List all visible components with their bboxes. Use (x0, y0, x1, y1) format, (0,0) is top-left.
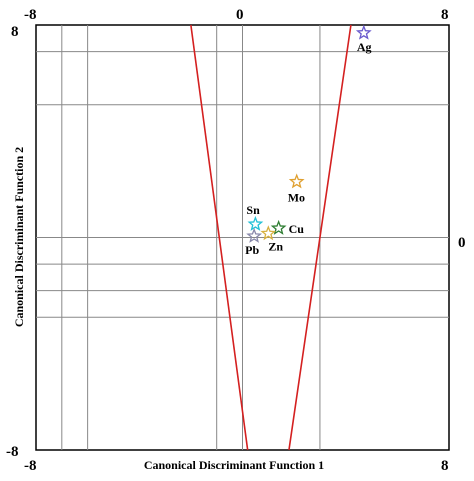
x-tick-bottom-1: -8 (24, 458, 37, 474)
point-zn-marker (260, 225, 277, 241)
point-mo-label: Mo (288, 191, 305, 205)
point-sn-marker (247, 215, 264, 231)
y-tick-right: 0 (458, 235, 466, 251)
points: Ag Mo Sn Cu Zn Pb (245, 24, 372, 257)
point-pb-marker (246, 227, 263, 243)
point-cu-marker (270, 219, 287, 235)
point-ag-label: Ag (357, 40, 372, 54)
boundary-line-0 (190, 24, 249, 451)
x-tick-top-1: -8 (24, 7, 37, 23)
x-axis-title: Canonical Discriminant Function 1 (144, 458, 324, 472)
point-pb-label: Pb (245, 243, 259, 257)
boundary-line-1 (288, 24, 352, 451)
point-ag-marker (355, 24, 372, 40)
y-tick-left-top: 8 (11, 24, 19, 40)
point-sn-label: Sn (246, 203, 260, 217)
y-axis-title: Canonical Discriminant Function 2 (12, 147, 26, 327)
grid (36, 25, 449, 450)
x-tick-top-2: 0 (236, 7, 244, 23)
boundary-lines (190, 24, 352, 451)
y-tick-left-bottom: -8 (6, 444, 19, 460)
point-mo-marker (288, 173, 305, 189)
point-zn-label: Zn (268, 240, 283, 254)
x-tick-top-3: 8 (441, 7, 449, 23)
point-cu-label: Cu (289, 222, 305, 236)
x-tick-bottom-2: 8 (441, 458, 449, 474)
